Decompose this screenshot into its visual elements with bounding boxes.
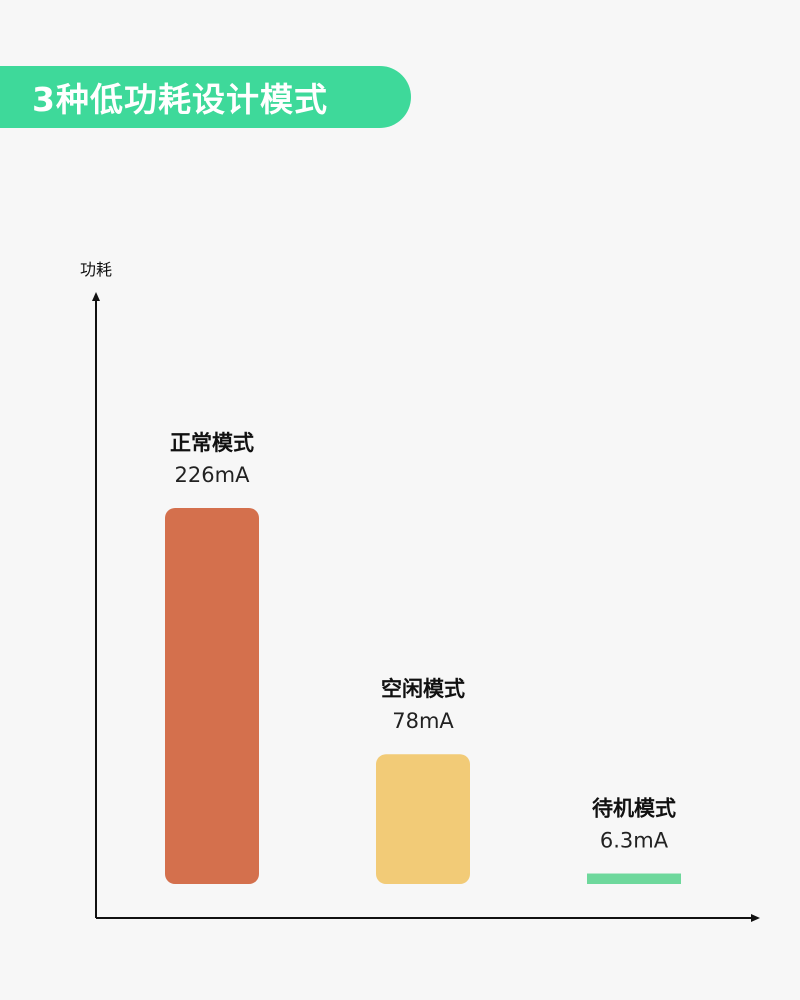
x-axis-arrow [751, 914, 760, 922]
value-label-3: 6.3mA [600, 829, 669, 853]
axes [92, 292, 760, 922]
bar-2 [376, 754, 470, 884]
bar-3 [587, 873, 681, 884]
category-label-2: 空闲模式 [381, 677, 465, 701]
category-label-1: 正常模式 [170, 431, 254, 455]
y-axis-arrow [92, 292, 100, 301]
title-banner: 3种低功耗设计模式 [0, 66, 411, 128]
y-axis-label: 功耗 [80, 260, 113, 279]
bar-1 [165, 508, 259, 884]
value-label-2: 78mA [392, 709, 454, 733]
bars [165, 508, 681, 884]
bar-labels: 正常模式 226mA 空闲模式 78mA 待机模式 6.3mA [170, 431, 676, 853]
value-label-1: 226mA [175, 463, 251, 487]
chart-title: 3种低功耗设计模式 [32, 80, 328, 119]
category-label-3: 待机模式 [592, 797, 676, 821]
